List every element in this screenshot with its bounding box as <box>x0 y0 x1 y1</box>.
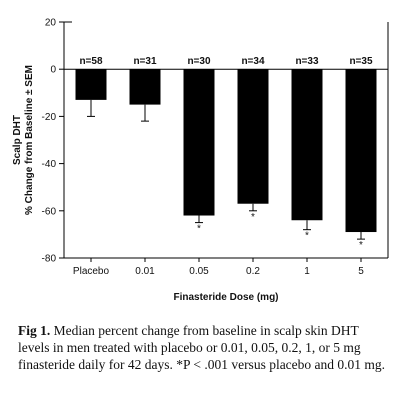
x-axis-label: Finasteride Dose (mg) <box>173 292 278 303</box>
caption-text: Median percent change from baseline in s… <box>18 323 386 372</box>
y-tick-label: 20 <box>45 18 57 29</box>
y-tick-label: -60 <box>42 206 57 217</box>
sample-size-label: n=30 <box>187 56 211 67</box>
x-tick-label: 0.2 <box>246 266 260 277</box>
significance-marker: * <box>197 224 201 235</box>
x-tick-label: Placebo <box>73 266 110 277</box>
bar <box>237 69 269 204</box>
y-tick-label: -20 <box>42 112 57 123</box>
significance-marker: * <box>251 212 255 223</box>
x-axis: Placebo 0.01 0.05 0.2 1 5 <box>64 257 388 277</box>
figure-number: Fig 1. <box>18 323 51 338</box>
y-tick-label: -40 <box>42 159 57 170</box>
figure-caption: Fig 1. Median percent change from baseli… <box>18 322 393 373</box>
bar <box>345 69 377 233</box>
y-axis: 20 0 -20 -40 -60 -80 <box>42 18 389 265</box>
bar <box>291 69 323 221</box>
y-tick-label: -80 <box>42 254 57 265</box>
sample-size-label: n=31 <box>133 56 157 67</box>
x-tick-label: 0.01 <box>135 266 155 277</box>
bar <box>183 69 215 216</box>
x-tick-label: 1 <box>304 266 310 277</box>
bar <box>75 69 107 100</box>
x-tick-label: 5 <box>358 266 364 277</box>
y-tick-label: 0 <box>50 65 56 76</box>
y-axis-label-line2: % Change from Baseline ± SEM <box>24 65 35 215</box>
sample-size-label: n=58 <box>79 56 103 67</box>
significance-marker: * <box>359 240 363 251</box>
bar <box>129 69 161 105</box>
x-tick-label: 0.05 <box>189 266 209 277</box>
y-axis-label-line1: Scalp DHT <box>12 115 23 165</box>
bars: n=58 n=31 * n=30 * n=34 * n=33 * n=35 <box>75 56 377 251</box>
sample-size-label: n=34 <box>241 56 265 67</box>
sample-size-label: n=35 <box>349 56 373 67</box>
significance-marker: * <box>305 231 309 242</box>
bar-chart: 20 0 -20 -40 -60 -80 n=58 n=31 * n=30 * n=34 * n=33 *… <box>12 18 389 303</box>
sample-size-label: n=33 <box>295 56 319 67</box>
